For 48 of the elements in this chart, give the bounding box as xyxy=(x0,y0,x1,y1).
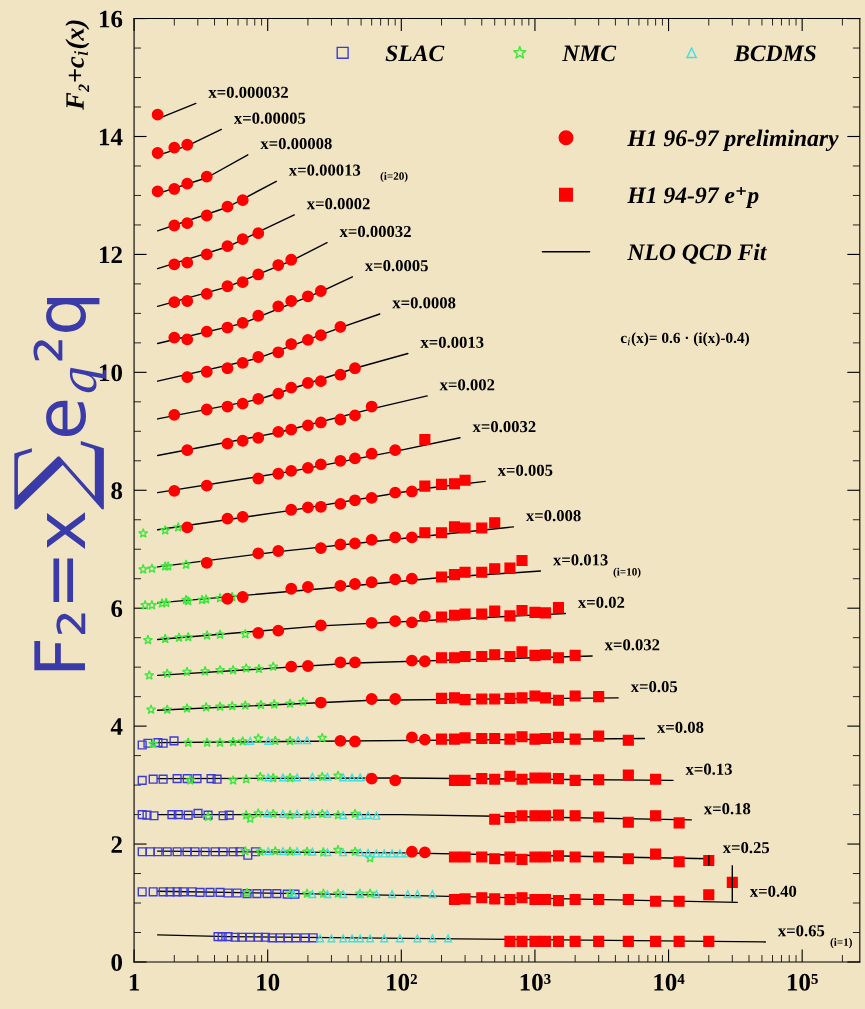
annotation: x=0.40 xyxy=(749,885,797,897)
x-tick-label: 10⁴ xyxy=(654,973,685,991)
annotation: (i=1) xyxy=(830,938,852,949)
legend-label: NMC xyxy=(562,45,617,62)
annotation: x=0.00013 xyxy=(288,164,361,176)
legend-label: H1 94-97 e⁺p xyxy=(627,186,759,209)
annotation: x=0.25 xyxy=(722,842,770,854)
x-tick-label: 1 xyxy=(129,973,140,991)
x-tick-label: 10³ xyxy=(520,973,551,991)
y-tick-label: 2 xyxy=(111,836,122,853)
y-tick-label: 14 xyxy=(99,128,123,146)
x-tick-label: 10² xyxy=(387,973,417,991)
y-tick-label: 6 xyxy=(111,600,123,618)
legend-label: SLAC xyxy=(385,45,445,62)
y-tick-label: 8 xyxy=(111,482,123,500)
annotation: x=0.0013 xyxy=(420,336,484,348)
legend-label: H1 96-97 preliminary xyxy=(627,129,839,152)
y-tick-label: 16 xyxy=(99,10,123,28)
annotation: x=0.008 xyxy=(525,510,581,522)
annotation: x=0.13 xyxy=(685,763,732,775)
y-tick-label: 4 xyxy=(110,718,123,735)
annotation: x=0.0032 xyxy=(472,421,536,433)
annotation: x=0.05 xyxy=(630,681,678,693)
y-tick-label: 12 xyxy=(99,246,122,264)
annotation: x=0.08 xyxy=(657,721,704,734)
annotation: x=0.002 xyxy=(439,379,495,391)
annotation: x=0.000032 xyxy=(208,86,288,98)
x-tick-label: 10⁵ xyxy=(787,973,818,991)
annotation: x=0.0008 xyxy=(392,297,456,309)
annotation: x=0.005 xyxy=(497,464,553,476)
x-tick-label: 10 xyxy=(257,973,280,991)
legend-label: BCDMS xyxy=(733,45,816,62)
annotation: (i=10) xyxy=(613,567,641,578)
annotation: c$_{i}$(x)= 0.6 · (i(x)-0.4) xyxy=(620,332,749,347)
annotation: x=0.0002 xyxy=(306,198,370,210)
annotation: x=0.013 xyxy=(553,554,608,566)
annotation: x=0.00008 xyxy=(260,137,332,150)
annotation: x=0.0005 xyxy=(364,260,428,272)
y-tick-label: 0 xyxy=(111,954,123,971)
annotation: x=0.18 xyxy=(703,803,751,815)
annotation: x=0.00032 xyxy=(339,225,411,238)
legend-label: NLO QCD Fit xyxy=(627,243,768,264)
annotation: x=0.65 xyxy=(777,925,825,937)
annotation: x=0.00005 xyxy=(233,112,306,124)
y-axis-title: F₂+c$_{i}$(x) xyxy=(65,20,90,110)
annotation: x=0.02 xyxy=(577,596,625,609)
annotation: x=0.032 xyxy=(604,639,660,651)
annotation: (i=20) xyxy=(380,172,408,183)
